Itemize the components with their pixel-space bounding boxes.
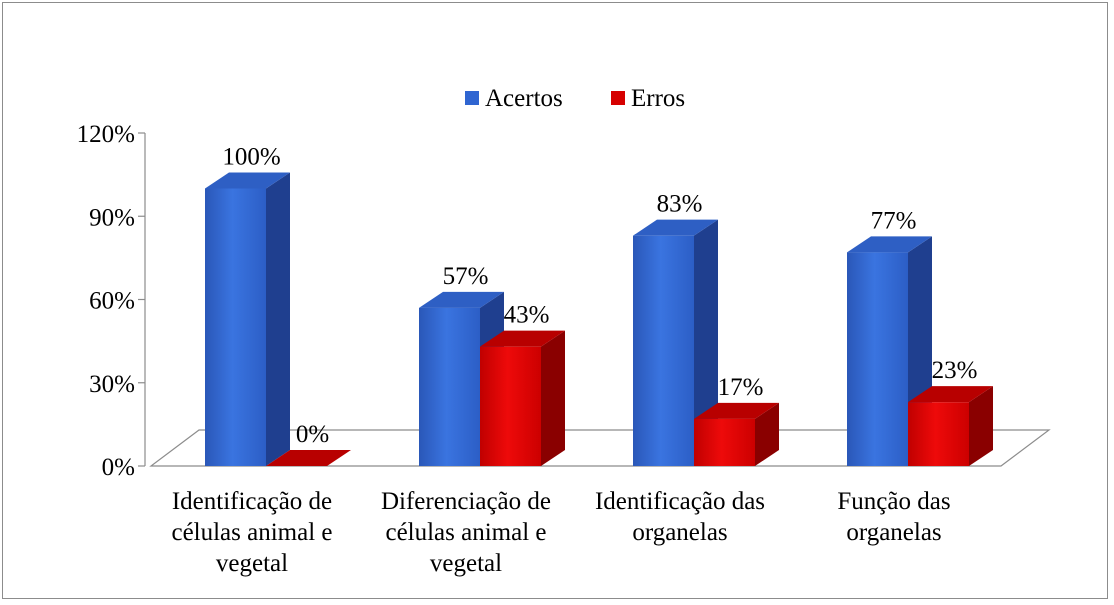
legend-swatch	[611, 91, 625, 105]
bar-front	[205, 188, 266, 466]
data-label: 23%	[932, 357, 978, 384]
bar-chart: 0% 30% 60% 90% 120% 100% 57% 83% 77% 0% 43% 17% 23%…	[77, 85, 1051, 577]
data-label: 57%	[443, 263, 489, 290]
bar	[694, 402, 779, 466]
legend-label: Erros	[631, 85, 685, 112]
data-label: 83%	[657, 191, 703, 218]
y-tick-label: 120%	[77, 121, 135, 148]
bar	[266, 450, 351, 466]
category-label-line: organelas	[846, 519, 941, 546]
bar-top	[205, 172, 290, 189]
category-label-line: organelas	[632, 519, 727, 546]
chart-frame: 0% 30% 60% 90% 120% 100% 57% 83% 77% 0% 43% 17% 23%…	[2, 2, 1108, 599]
bar	[205, 172, 290, 466]
bar-front	[908, 402, 969, 466]
data-label: 77%	[871, 207, 917, 234]
category-label: Identificação das organelas	[595, 488, 765, 546]
category-label: Função das organelas	[837, 488, 950, 546]
bar-front	[633, 235, 694, 466]
bar-top	[847, 236, 932, 253]
bar-side	[755, 402, 779, 466]
y-tick-label: 60%	[89, 288, 135, 315]
category-label-line: Diferenciação de	[381, 488, 551, 515]
bar-top	[633, 219, 718, 236]
bar-top	[419, 291, 504, 308]
data-label: 0%	[296, 421, 329, 448]
data-label: 43%	[504, 302, 550, 329]
bar-front	[694, 418, 755, 466]
category-label-line: células animal e	[385, 519, 546, 546]
category-label-line: Identificação de	[172, 488, 332, 515]
bar-top	[480, 330, 565, 347]
y-tick-label: 90%	[89, 204, 135, 231]
category-label-line: vegetal	[216, 550, 288, 577]
bar	[480, 330, 565, 466]
legend-label: Acertos	[485, 85, 563, 112]
bar	[633, 219, 718, 466]
legend-swatch	[465, 91, 479, 105]
bar-top	[694, 402, 779, 419]
category-label-line: células animal e	[171, 519, 332, 546]
bar-side	[541, 330, 565, 466]
y-tick-label: 0%	[102, 454, 135, 481]
bar-front	[480, 346, 541, 466]
legend: Acertos Erros	[465, 85, 685, 112]
category-label-line: Função das	[837, 488, 950, 515]
category-label-line: vegetal	[430, 550, 502, 577]
y-tick-label: 30%	[89, 371, 135, 398]
bar-side	[969, 386, 993, 466]
data-label: 100%	[222, 144, 280, 171]
bar-side	[694, 219, 718, 466]
bar	[908, 386, 993, 466]
category-label: Identificação de células animal e vegetal	[171, 488, 332, 577]
category-label-line: Identificação das	[595, 488, 765, 515]
bar-side	[266, 172, 290, 466]
bar-front	[847, 252, 908, 466]
bar-front	[419, 307, 480, 466]
bar-top	[908, 386, 993, 403]
bar-top	[266, 450, 351, 466]
data-label: 17%	[718, 374, 764, 401]
category-label: Diferenciação de células animal e vegetal	[381, 488, 551, 577]
